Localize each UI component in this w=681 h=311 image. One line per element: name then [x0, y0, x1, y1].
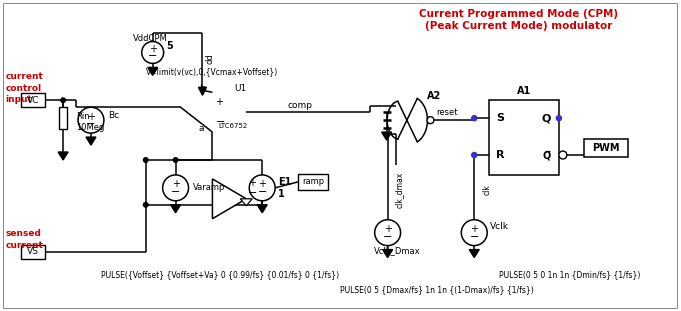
Polygon shape — [198, 87, 206, 95]
Text: +: + — [148, 44, 157, 54]
Text: PULSE(0 5 {Dmax/fs} 1n 1n {(1-Dmax)/fs} {1/fs}): PULSE(0 5 {Dmax/fs} 1n 1n {(1-Dmax)/fs} … — [340, 285, 534, 294]
Text: +: + — [172, 179, 180, 189]
Text: clk_dmax: clk_dmax — [395, 172, 404, 208]
Bar — [21, 93, 45, 107]
Bar — [59, 107, 67, 129]
Circle shape — [472, 116, 477, 121]
Polygon shape — [58, 152, 68, 160]
Text: current
control
input: current control input — [5, 72, 43, 104]
Text: +: + — [258, 179, 266, 189]
Text: +: + — [87, 112, 95, 122]
Circle shape — [174, 158, 178, 162]
Circle shape — [78, 107, 104, 133]
Text: VS: VS — [27, 247, 39, 256]
Circle shape — [472, 152, 477, 157]
Text: sensed
current: sensed current — [5, 230, 43, 250]
Bar — [584, 139, 628, 157]
Text: (Peak Current Mode) modulator: (Peak Current Mode) modulator — [426, 21, 613, 30]
Polygon shape — [86, 137, 96, 145]
Text: ramp: ramp — [302, 177, 324, 186]
Circle shape — [249, 175, 275, 201]
Text: comp: comp — [287, 101, 313, 110]
Text: Varamp: Varamp — [193, 183, 225, 193]
Circle shape — [375, 220, 400, 246]
Text: dd: dd — [206, 53, 215, 64]
Text: PWM: PWM — [592, 143, 620, 153]
Text: −: − — [257, 187, 267, 197]
Text: U1: U1 — [234, 84, 247, 93]
Text: VddCPM: VddCPM — [133, 34, 168, 43]
Text: reset: reset — [437, 108, 458, 117]
Circle shape — [461, 220, 487, 246]
Text: −: − — [383, 232, 392, 242]
Polygon shape — [171, 205, 180, 213]
Polygon shape — [381, 132, 392, 140]
Text: Vclk: Vclk — [490, 222, 509, 231]
Text: A1: A1 — [517, 86, 531, 96]
Text: a: a — [199, 124, 204, 132]
Bar — [489, 100, 559, 175]
Text: −: − — [171, 187, 180, 197]
Text: A2: A2 — [427, 91, 441, 101]
Text: 1: 1 — [278, 189, 285, 199]
Text: R: R — [496, 150, 505, 160]
Text: Rin: Rin — [76, 112, 90, 121]
Text: +: + — [215, 97, 223, 107]
Text: clk: clk — [483, 184, 492, 195]
Circle shape — [559, 151, 567, 159]
Text: Current Programmed Mode (CPM): Current Programmed Mode (CPM) — [419, 9, 618, 19]
Circle shape — [427, 117, 434, 124]
Circle shape — [556, 116, 561, 121]
Text: LTC6752: LTC6752 — [219, 123, 248, 129]
Polygon shape — [469, 250, 479, 258]
Bar — [21, 244, 45, 258]
Polygon shape — [240, 199, 252, 206]
Circle shape — [142, 41, 163, 63]
Circle shape — [144, 158, 148, 162]
Text: S: S — [496, 113, 504, 123]
Text: −: − — [86, 119, 95, 129]
Text: PULSE({Voffset} {Voffset+Va} 0 {0.99/fs} {0.01/fs} 0 {1/fs}): PULSE({Voffset} {Voffset+Va} 0 {0.99/fs}… — [101, 270, 339, 279]
Text: +: + — [249, 178, 256, 188]
Text: Q: Q — [541, 113, 551, 123]
Text: Bc: Bc — [108, 111, 119, 120]
Circle shape — [163, 175, 189, 201]
Text: −: − — [215, 117, 225, 127]
Text: V=limit(v(vc),0,{Vcmax+Voffset}): V=limit(v(vc),0,{Vcmax+Voffset}) — [146, 67, 278, 76]
Text: −: − — [148, 51, 157, 62]
Text: E1: E1 — [278, 177, 291, 187]
Polygon shape — [212, 179, 247, 219]
Text: VC: VC — [27, 96, 39, 105]
Text: Q̅: Q̅ — [543, 150, 551, 160]
Text: −: − — [248, 188, 257, 198]
Text: +: + — [471, 224, 478, 234]
Circle shape — [144, 202, 148, 207]
Polygon shape — [383, 250, 393, 258]
Text: 5: 5 — [167, 41, 174, 52]
Text: Vclk_Dmax: Vclk_Dmax — [374, 246, 420, 255]
Text: PULSE(0 5 0 1n 1n {Dmin/fs} {1/fs}): PULSE(0 5 0 1n 1n {Dmin/fs} {1/fs}) — [499, 270, 641, 279]
Text: +: + — [383, 224, 392, 234]
Text: b: b — [199, 84, 204, 93]
Text: 10Meg: 10Meg — [76, 123, 104, 132]
Circle shape — [61, 98, 65, 102]
Polygon shape — [257, 205, 267, 213]
Bar — [298, 174, 328, 190]
Text: −: − — [470, 232, 479, 242]
Polygon shape — [148, 67, 158, 75]
